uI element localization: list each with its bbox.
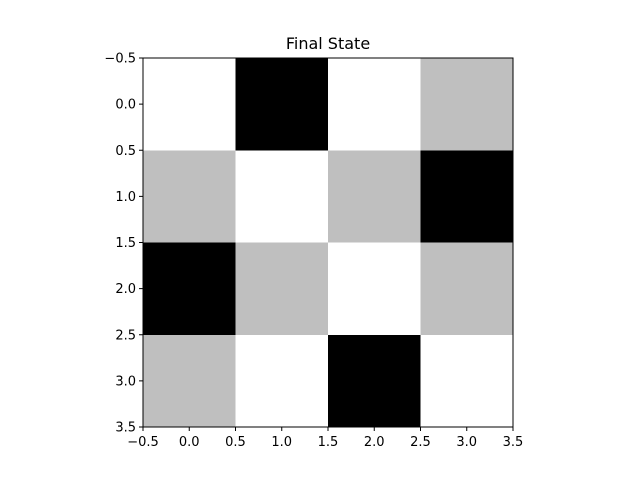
y-tick-label: −0.5 [104, 52, 136, 67]
heatmap-cell-r0-c0 [143, 58, 236, 151]
x-tick-label: 0.5 [225, 435, 246, 450]
heatmap-cell-r3-c0 [143, 334, 236, 427]
y-tick-label: 3.0 [115, 374, 136, 389]
y-tick-label: 0.5 [115, 144, 136, 159]
x-axis: −0.5 0.0 0.5 1.0 1.5 2.0 2.5 3.0 3.5 [127, 427, 523, 450]
x-tick-label: 1.0 [271, 435, 292, 450]
x-tick-label: 3.5 [503, 435, 524, 450]
x-tick-label: 1.5 [318, 435, 339, 450]
heatmap-cell-r1-c2 [328, 150, 421, 243]
heatmap-cell-r3-c1 [235, 334, 328, 427]
y-tick-label: 1.0 [115, 190, 136, 205]
heatmap-cells [143, 58, 513, 427]
y-tick-label: 2.0 [115, 282, 136, 297]
heatmap-cell-r0-c3 [420, 58, 513, 151]
heatmap-cell-r3-c3 [420, 334, 513, 427]
heatmap-cell-r3-c2 [328, 334, 421, 427]
heatmap-cell-r2-c3 [420, 242, 513, 335]
heatmap-cell-r0-c1 [235, 58, 328, 151]
heatmap-cell-r2-c0 [143, 242, 236, 335]
heatmap-cell-r1-c3 [420, 150, 513, 243]
x-tick-label: 0.0 [179, 435, 200, 450]
x-tick-label: 2.5 [410, 435, 431, 450]
x-tick-label: 3.0 [456, 435, 477, 450]
chart-title: Final State [286, 34, 370, 53]
y-tick-label: 3.5 [115, 421, 136, 436]
heatmap-cell-r2-c1 [235, 242, 328, 335]
heatmap-cell-r2-c2 [328, 242, 421, 335]
y-tick-label: 0.0 [115, 98, 136, 113]
x-tick-label: −0.5 [127, 435, 159, 450]
heatmap-cell-r1-c1 [235, 150, 328, 243]
heatmap-cell-r1-c0 [143, 150, 236, 243]
y-tick-label: 2.5 [115, 328, 136, 343]
heatmap-cell-r0-c2 [328, 58, 421, 151]
y-tick-label: 1.5 [115, 236, 136, 251]
x-tick-label: 2.0 [364, 435, 385, 450]
y-axis: −0.5 0.0 0.5 1.0 1.5 2.0 2.5 3.0 3.5 [104, 52, 143, 436]
